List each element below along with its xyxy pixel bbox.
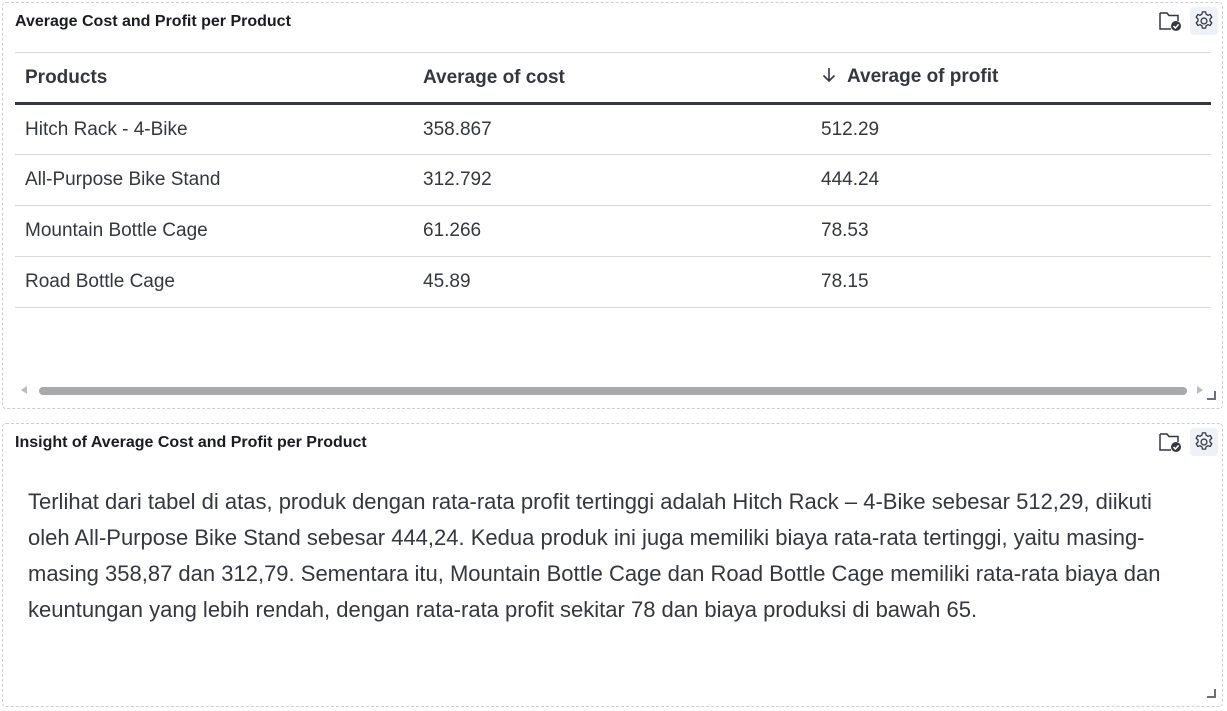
panel-actions	[1156, 428, 1218, 456]
column-header-products[interactable]: Products	[15, 52, 413, 105]
folder-check-icon[interactable]	[1156, 7, 1184, 35]
gear-icon[interactable]	[1190, 428, 1218, 456]
table-header-row: Products Average of cost Average of prof…	[15, 52, 1211, 105]
cell-average-profit: 444.24	[811, 154, 1211, 206]
table-row: All-Purpose Bike Stand 312.792 444.24	[15, 154, 1211, 206]
arrow-down-icon	[821, 66, 837, 90]
cell-average-cost: 358.867	[413, 103, 811, 155]
cell-product: Road Bottle Cage	[15, 256, 413, 308]
gear-icon[interactable]	[1190, 7, 1218, 35]
data-table: Products Average of cost Average of prof…	[15, 52, 1211, 308]
panel-title: Average Cost and Profit per Product	[15, 13, 291, 30]
cell-product: Hitch Rack - 4-Bike	[15, 103, 413, 155]
insight-panel: Insight of Average Cost and Profit per P…	[2, 423, 1223, 707]
cell-average-profit: 512.29	[811, 103, 1211, 155]
panel-actions	[1156, 7, 1218, 35]
table-row: Hitch Rack - 4-Bike 358.867 512.29	[15, 103, 1211, 155]
scroll-right-arrow-icon[interactable]	[1197, 386, 1203, 394]
cell-average-profit: 78.53	[811, 205, 1211, 257]
insight-text: Terlihat dari tabel di atas, produk deng…	[28, 489, 1161, 622]
table-row: Road Bottle Cage 45.89 78.15	[15, 256, 1211, 308]
table-row: Mountain Bottle Cage 61.266 78.53	[15, 205, 1211, 257]
cell-average-cost: 312.792	[413, 154, 811, 206]
cell-product: All-Purpose Bike Stand	[15, 154, 413, 206]
folder-check-icon[interactable]	[1156, 428, 1184, 456]
scroll-left-arrow-icon[interactable]	[21, 386, 27, 394]
cell-average-cost: 61.266	[413, 205, 811, 257]
column-header-average-cost[interactable]: Average of cost	[413, 52, 811, 105]
resize-handle-icon[interactable]	[1207, 689, 1216, 698]
cell-average-profit: 78.15	[811, 256, 1211, 308]
panel-title: Insight of Average Cost and Profit per P…	[15, 434, 367, 451]
horizontal-scrollbar[interactable]	[21, 384, 1213, 398]
column-header-average-profit[interactable]: Average of profit	[811, 52, 1211, 105]
scrollbar-thumb[interactable]	[39, 387, 1187, 395]
table-panel: Average Cost and Profit per Product Prod…	[2, 2, 1223, 409]
cell-product: Mountain Bottle Cage	[15, 205, 413, 257]
cell-average-cost: 45.89	[413, 256, 811, 308]
resize-handle-icon[interactable]	[1207, 391, 1216, 400]
